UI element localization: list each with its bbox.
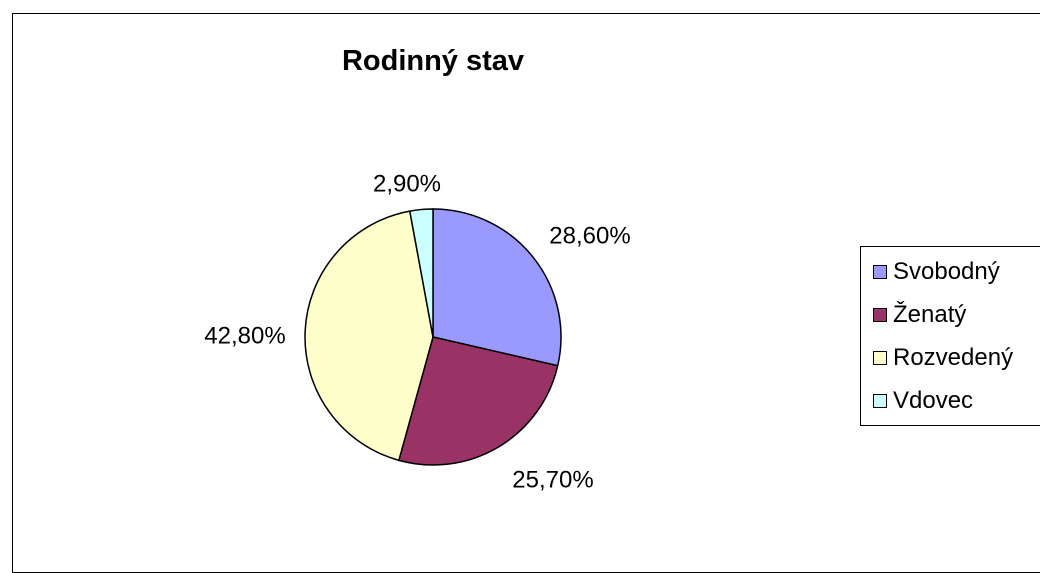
legend-item-zenaty: Ženatý [873, 300, 966, 330]
pie-slice-0 [432, 208, 562, 367]
legend-swatch-rozvedeny [873, 351, 887, 365]
data-label-0: 28,60% [549, 222, 630, 249]
data-label-2: 42,80% [204, 322, 285, 349]
legend-swatch-vdovec [873, 394, 887, 408]
pie-slice-3 [408, 208, 434, 338]
legend-item-vdovec: Vdovec [873, 386, 973, 416]
data-label-1: 25,70% [512, 466, 593, 493]
pie-slice-2 [304, 210, 434, 462]
legend-label-rozvedeny: Rozvedený [893, 344, 1014, 371]
data-label-3: 2,90% [373, 170, 441, 197]
data-labels: 28,60% 25,70% 42,80% 2,90% [204, 170, 630, 493]
legend-label-zenaty: Ženatý [893, 301, 967, 328]
chart-title: Rodinný stav [341, 45, 525, 77]
legend-swatch-zenaty [873, 308, 887, 322]
pie-slice-1 [397, 336, 559, 466]
legend-swatch-svobodny [873, 265, 887, 279]
legend-item-svobodny: Svobodný [873, 257, 1000, 287]
legend-label-svobodny: Svobodný [893, 258, 1000, 285]
pie-slices [304, 208, 562, 466]
legend-label-vdovec: Vdovec [893, 387, 974, 414]
legend: Svobodný Ženatý Rozvedený Vdovec [860, 246, 1040, 426]
legend-item-rozvedeny: Rozvedený [873, 343, 1013, 373]
